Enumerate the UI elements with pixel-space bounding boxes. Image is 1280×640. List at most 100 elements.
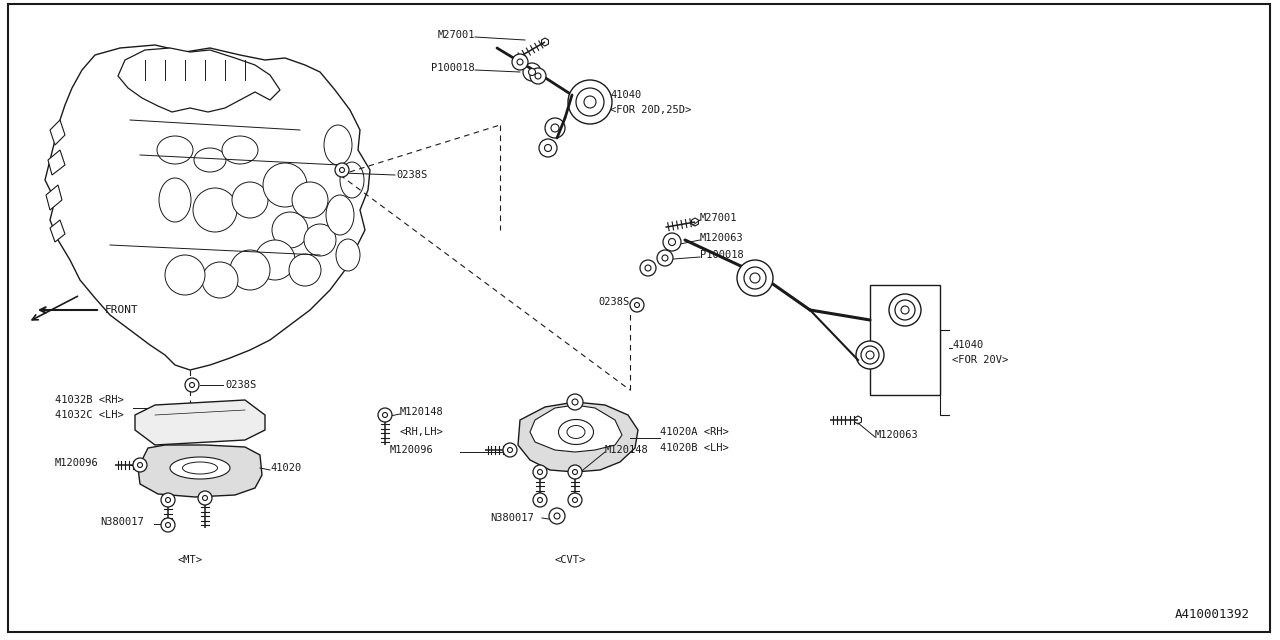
Circle shape — [895, 300, 915, 320]
Polygon shape — [45, 45, 370, 370]
Circle shape — [378, 408, 392, 422]
Ellipse shape — [567, 426, 585, 438]
Ellipse shape — [558, 419, 594, 445]
Ellipse shape — [326, 195, 355, 235]
Circle shape — [161, 493, 175, 507]
Ellipse shape — [183, 462, 218, 474]
Ellipse shape — [202, 262, 238, 298]
Ellipse shape — [232, 182, 268, 218]
Polygon shape — [49, 150, 65, 175]
Ellipse shape — [340, 162, 364, 198]
Ellipse shape — [159, 178, 191, 222]
Ellipse shape — [292, 182, 328, 218]
Circle shape — [539, 139, 557, 157]
Circle shape — [861, 346, 879, 364]
Ellipse shape — [165, 255, 205, 295]
Polygon shape — [137, 461, 143, 469]
Ellipse shape — [324, 125, 352, 165]
Circle shape — [535, 73, 541, 79]
Text: 0238S: 0238S — [599, 297, 630, 307]
Text: <FOR 20V>: <FOR 20V> — [952, 355, 1009, 365]
Text: 41032B <RH>: 41032B <RH> — [55, 395, 124, 405]
Text: 41020A <RH>: 41020A <RH> — [660, 427, 728, 437]
Polygon shape — [507, 446, 513, 454]
Text: FRONT: FRONT — [105, 305, 138, 315]
Circle shape — [529, 68, 535, 76]
Circle shape — [198, 491, 212, 505]
Circle shape — [568, 80, 612, 124]
Circle shape — [576, 88, 604, 116]
Circle shape — [750, 273, 760, 283]
Polygon shape — [118, 48, 280, 112]
Circle shape — [890, 294, 922, 326]
Circle shape — [137, 463, 142, 467]
Text: A410001392: A410001392 — [1175, 609, 1251, 621]
Polygon shape — [50, 220, 65, 242]
Polygon shape — [165, 496, 172, 504]
Text: 41040: 41040 — [611, 90, 641, 100]
Circle shape — [532, 493, 547, 507]
Circle shape — [572, 470, 577, 474]
Circle shape — [383, 413, 388, 417]
Polygon shape — [50, 120, 65, 145]
Polygon shape — [541, 38, 548, 46]
Text: <FOR 20D,25D>: <FOR 20D,25D> — [611, 105, 691, 115]
Circle shape — [572, 399, 579, 405]
Circle shape — [503, 443, 517, 457]
Text: <RH,LH>: <RH,LH> — [399, 427, 444, 437]
Circle shape — [554, 513, 561, 519]
Circle shape — [544, 145, 552, 152]
Text: <MT>: <MT> — [178, 555, 202, 565]
Circle shape — [668, 239, 676, 246]
Ellipse shape — [255, 240, 294, 280]
Polygon shape — [381, 411, 388, 419]
Ellipse shape — [262, 163, 307, 207]
Circle shape — [635, 303, 640, 307]
Bar — [870, 285, 940, 395]
Circle shape — [538, 497, 543, 502]
Circle shape — [549, 508, 564, 524]
Text: M120063: M120063 — [700, 233, 744, 243]
Circle shape — [339, 168, 344, 173]
Circle shape — [532, 465, 547, 479]
Circle shape — [202, 495, 207, 500]
Text: 0238S: 0238S — [396, 170, 428, 180]
Polygon shape — [518, 402, 637, 472]
Circle shape — [189, 383, 195, 387]
Circle shape — [630, 298, 644, 312]
Ellipse shape — [289, 254, 321, 286]
Circle shape — [186, 378, 198, 392]
Polygon shape — [536, 468, 544, 476]
Circle shape — [524, 63, 541, 81]
Polygon shape — [201, 494, 209, 502]
Ellipse shape — [195, 148, 227, 172]
Circle shape — [657, 250, 673, 266]
Circle shape — [165, 497, 170, 502]
Circle shape — [512, 54, 529, 70]
Ellipse shape — [305, 224, 335, 256]
Text: P100018: P100018 — [700, 250, 744, 260]
Polygon shape — [691, 218, 699, 226]
Circle shape — [737, 260, 773, 296]
Circle shape — [568, 465, 582, 479]
Circle shape — [663, 233, 681, 251]
Circle shape — [507, 447, 512, 452]
Polygon shape — [855, 416, 861, 424]
Text: M27001: M27001 — [438, 30, 475, 40]
Text: 41020: 41020 — [270, 463, 301, 473]
Circle shape — [335, 163, 349, 177]
Text: 41020B <LH>: 41020B <LH> — [660, 443, 728, 453]
Ellipse shape — [230, 250, 270, 290]
Text: M120148: M120148 — [605, 445, 649, 455]
Circle shape — [530, 68, 547, 84]
Text: N380017: N380017 — [490, 513, 534, 523]
Circle shape — [133, 458, 147, 472]
Circle shape — [856, 341, 884, 369]
Text: 41032C <LH>: 41032C <LH> — [55, 410, 124, 420]
Polygon shape — [530, 405, 622, 452]
Polygon shape — [572, 468, 579, 476]
Circle shape — [165, 522, 170, 527]
Circle shape — [867, 351, 874, 359]
Circle shape — [538, 470, 543, 474]
Circle shape — [568, 493, 582, 507]
